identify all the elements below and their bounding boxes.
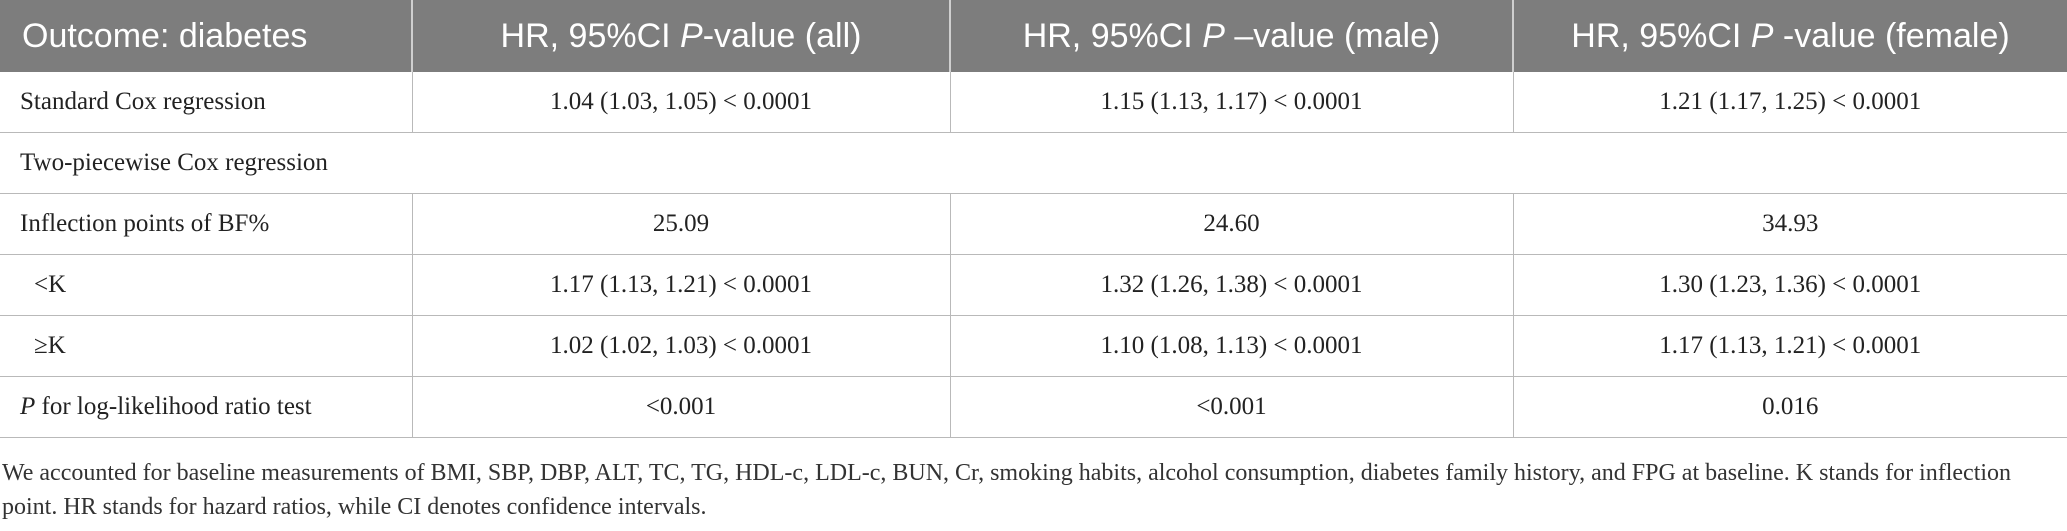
cell-standard-female: 1.21 (1.17, 1.25) < 0.0001 [1513,72,2067,133]
cell-lrt-male: <0.001 [950,376,1514,438]
table-row: Inflection points of BF% 25.09 24.60 34.… [0,193,2067,255]
header-male: HR, 95%CI P –value (male) [950,0,1514,72]
cell-above-k-all: 1.02 (1.02, 1.03) < 0.0001 [412,315,951,377]
row-label-inflection: Inflection points of BF% [0,193,413,255]
header-female-pre: HR, 95%CI [1571,16,1751,55]
cell-below-k-all: 1.17 (1.13, 1.21) < 0.0001 [412,254,951,316]
header-female: HR, 95%CI P -value (female) [1513,0,2067,72]
table-body: Standard Cox regression 1.04 (1.03, 1.05… [0,72,2067,438]
cell-inflection-male: 24.60 [950,193,1514,255]
cell-below-k-female: 1.30 (1.23, 1.36) < 0.0001 [1513,254,2067,316]
header-female-post: -value (female) [1773,16,2010,55]
header-male-pre: HR, 95%CI [1022,16,1203,55]
cell-above-k-female: 1.17 (1.13, 1.21) < 0.0001 [1513,315,2067,377]
header-row: Outcome: diabetes HR, 95%CI P-value (all… [0,0,2067,72]
header-male-p: P [1202,16,1225,55]
cell-inflection-all: 25.09 [412,193,951,255]
table-footnote: We accounted for baseline measurements o… [2,460,2012,520]
cell-inflection-female: 34.93 [1513,193,2067,255]
header-all: HR, 95%CI P-value (all) [412,0,951,72]
header-all-pre: HR, 95%CI [500,16,681,55]
cell-lrt-all: <0.001 [412,376,951,438]
table-row: Two-piecewise Cox regression [0,132,2067,194]
table-row: ≥K 1.02 (1.02, 1.03) < 0.0001 1.10 (1.08… [0,315,2067,377]
results-table-container: Outcome: diabetes HR, 95%CI P-value (all… [0,0,2067,438]
cell-below-k-male: 1.32 (1.26, 1.38) < 0.0001 [950,254,1514,316]
row-label-above-k: ≥K [0,315,413,377]
header-female-p: P [1750,16,1774,55]
table-header: Outcome: diabetes HR, 95%CI P-value (all… [0,0,2067,72]
table-row: P for log-likelihood ratio test <0.001 <… [0,376,2067,438]
header-outcome: Outcome: diabetes [0,0,413,72]
table-row: <K 1.17 (1.13, 1.21) < 0.0001 1.32 (1.26… [0,254,2067,316]
cell-lrt-female: 0.016 [1513,376,2067,438]
row-label-lrt-p: P [20,393,36,420]
row-label-standard: Standard Cox regression [0,72,413,133]
row-label-lrt-rest: for log-likelihood ratio test [35,393,312,420]
header-male-post: –value (male) [1224,16,1441,55]
row-label-piecewise: Two-piecewise Cox regression [0,132,2067,194]
cell-above-k-male: 1.10 (1.08, 1.13) < 0.0001 [950,315,1514,377]
header-all-p: P [680,16,703,55]
results-table: Outcome: diabetes HR, 95%CI P-value (all… [0,0,2067,438]
row-label-lrt: P for log-likelihood ratio test [0,376,413,438]
header-all-post: -value (all) [702,16,862,55]
cell-standard-male: 1.15 (1.13, 1.17) < 0.0001 [950,72,1514,133]
row-label-below-k: <K [0,254,413,316]
table-row: Standard Cox regression 1.04 (1.03, 1.05… [0,72,2067,133]
cell-standard-all: 1.04 (1.03, 1.05) < 0.0001 [412,72,951,133]
